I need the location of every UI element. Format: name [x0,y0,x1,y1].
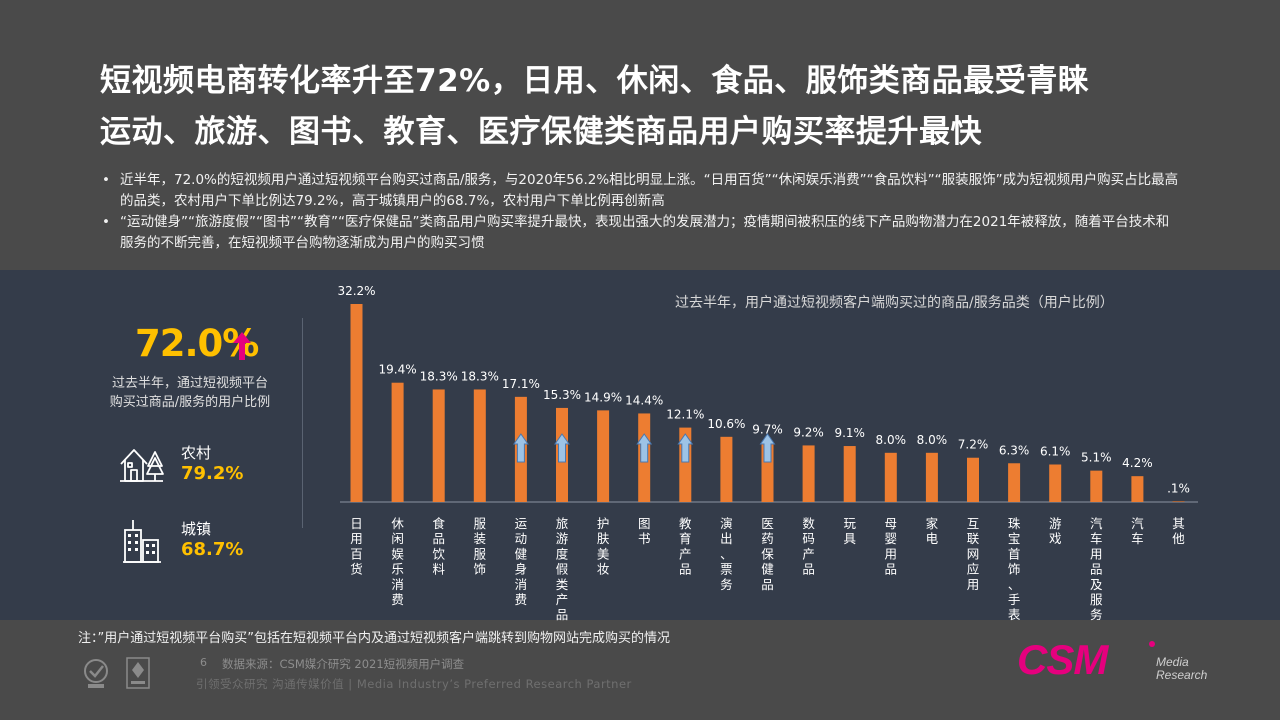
category-label: 医药保健品 [761,516,774,592]
bullet-item: • “运动健身”“旅游度假”“图书”“教育”“医疗保健品”类商品用户购买率提升最… [100,212,1180,254]
bar-value-label: 14.4% [625,393,663,407]
chart-bar [432,389,445,502]
rising-arrow-icon [636,433,653,463]
city-buildings-icon [123,520,161,563]
bar-value-label: 32.2% [337,284,375,298]
chart-bar [1008,463,1021,502]
chart-bar [1172,501,1185,502]
bar-value-label: 17.1% [502,377,540,391]
bar-value-label: 6.1% [1040,444,1071,458]
rural-house-icon [120,449,164,482]
title-line-1: 短视频电商转化率升至72%，日用、休闲、食品、服饰类商品最受青睐 [100,63,1090,99]
footnote: 注：”用户通过短视频平台购买”包括在短视频平台内及通过短视频客户端跳转到购物网站… [78,631,670,646]
rising-arrow-icon [759,433,776,463]
panel-divider [302,318,303,528]
category-label: 教育产品 [679,516,692,577]
rising-arrow-icon [677,433,694,463]
category-label: 休闲娱乐消费 [391,516,404,607]
category-label: 演出、票务 [720,516,733,592]
bullet-dot: • [102,172,110,188]
category-label: 母婴用品 [885,516,898,577]
bar-value-label: 19.4% [379,363,417,377]
data-source: 数据来源：CSM媒介研究 2021短视频用户调查 [222,657,465,671]
slogan: 引领受众研究 沟通传媒价值 | Media Industry’s Preferr… [196,677,632,691]
bar-value-label: 15.3% [543,388,581,402]
chart-bar [967,457,979,502]
bar-value-label: 9.2% [793,425,824,439]
urban-value: 68.7% [181,539,244,560]
page-number: 6 [200,656,207,669]
chart-bar [1131,476,1144,502]
bar-value-label: 18.3% [420,369,458,383]
csm-logo: CSM Media Research [1017,636,1208,683]
category-label: 运动健身消费 [515,516,528,607]
chart-title: 过去半年，用户通过短视频客户端购买过的商品/服务品类（用户比例） [675,295,1114,311]
chart-bar [802,445,815,502]
overall-percentage: 72.0% [135,322,259,365]
chart-bar [843,446,856,502]
bar-value-label: 8.0% [876,433,907,447]
chart-bar [884,452,897,502]
bar-value-label: 10.6% [707,417,745,431]
urban-label: 城镇 [181,520,212,538]
chart-bar [1090,470,1103,502]
category-label: 玩具 [843,516,856,546]
ukas-badge-icon [126,657,150,689]
bar-value-label: .1% [1167,481,1190,495]
csm-logo-sub2: Research [1156,668,1208,682]
chart-bar [473,389,486,502]
bar-value-label: 14.9% [584,390,622,404]
category-label: 旅游度假类产品 [556,516,569,622]
rural-value: 79.2% [181,463,244,484]
category-label: 家电 [926,516,939,546]
chart-bar [720,436,733,502]
bar-value-label: 4.2% [1122,456,1153,470]
bar-value-label: 12.1% [666,408,704,422]
bullet-text: 近半年，72.0%的短视频用户通过短视频平台购买过商品/服务，与2020年56.… [120,172,1179,209]
bar-value-label: 18.3% [461,369,499,383]
category-label: 日用百货 [350,516,363,577]
up-arrow-icon [233,332,251,360]
bullet-dot: • [102,214,110,230]
rural-label: 农村 [181,444,212,462]
rising-arrow-icon [554,433,570,463]
chart-bar [350,304,363,502]
category-label: 食品饮料 [432,516,445,577]
bar-value-label: 7.2% [958,438,989,452]
category-label: 游戏 [1049,516,1062,546]
csm-logo-text: CSM [1017,636,1109,683]
bar-value-label: 5.1% [1081,451,1112,465]
bar-value-label: 6.3% [999,443,1030,457]
category-label: 汽车 [1131,516,1144,546]
category-label: 服装服饰 [474,516,487,577]
bullet-list: • 近半年，72.0%的短视频用户通过短视频平台购买过商品/服务，与2020年5… [100,170,1180,254]
overall-description: 过去半年，通过短视频平台 购买过商品/服务的用户比例 [90,374,290,412]
bar-value-label: 9.7% [752,422,783,436]
bar-value-label: 9.1% [834,426,865,440]
category-label: 珠宝首饰、手表 [1008,516,1021,622]
certification-badge-icon [84,659,108,688]
category-label: 护肤美妆 [597,516,610,577]
rising-arrow-icon [512,433,529,463]
overall-desc-line2: 购买过商品/服务的用户比例 [109,395,271,410]
bullet-text: “运动健身”“旅游度假”“图书”“教育”“医疗保健品”类商品用户购买率提升最快，… [120,214,1170,251]
chart-bar [925,452,938,502]
bar-value-label: 8.0% [917,433,948,447]
category-label: 互联网应用 [967,516,980,592]
chart-bar [597,410,610,502]
chart-bar [391,382,404,502]
category-label: 其他 [1172,516,1185,546]
category-label: 数码产品 [802,516,815,577]
overall-desc-line1: 过去半年，通过短视频平台 [111,376,268,391]
title-line-2: 运动、旅游、图书、教育、医疗保健类商品用户购买率提升最快 [100,114,982,150]
category-label: 图书 [638,516,651,546]
chart-bar [1049,464,1062,502]
category-label: 汽车用品及服务 [1090,516,1103,622]
csm-logo-sub1: Media [1156,655,1189,669]
bullet-item: • 近半年，72.0%的短视频用户通过短视频平台购买过商品/服务，与2020年5… [100,170,1180,212]
